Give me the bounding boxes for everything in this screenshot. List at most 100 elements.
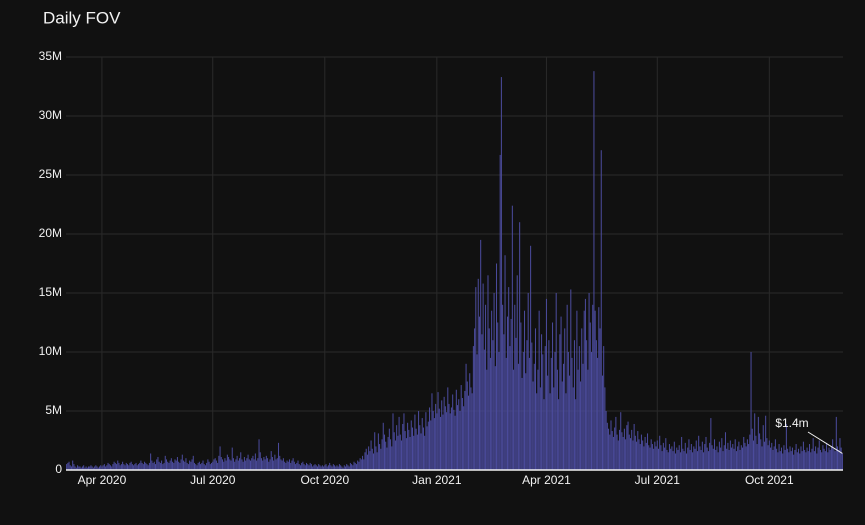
bar — [239, 458, 241, 470]
bar — [770, 447, 772, 470]
bar — [612, 436, 614, 470]
bar — [593, 71, 595, 470]
bar — [819, 449, 821, 470]
bar — [559, 334, 561, 470]
bar — [681, 436, 683, 470]
bar — [92, 467, 94, 470]
bar — [751, 428, 753, 470]
bar — [122, 461, 124, 470]
bar — [818, 440, 820, 470]
bar — [583, 310, 585, 470]
bar — [232, 458, 234, 470]
bar — [690, 444, 692, 470]
bar — [806, 447, 808, 470]
bar — [693, 446, 695, 470]
bar — [106, 465, 108, 470]
bar — [757, 416, 759, 470]
bar — [790, 451, 792, 470]
bar — [577, 369, 579, 470]
bar — [155, 464, 157, 470]
bar — [102, 465, 104, 470]
bar — [373, 453, 375, 470]
bar — [308, 465, 310, 470]
bar — [700, 449, 702, 470]
bar — [144, 461, 146, 470]
bar — [749, 434, 751, 470]
bar — [332, 464, 334, 470]
bar — [88, 466, 90, 470]
bar — [190, 461, 192, 470]
bar — [815, 446, 817, 470]
bar — [709, 442, 711, 470]
bar — [547, 375, 549, 470]
bar — [582, 363, 584, 470]
bar — [390, 439, 392, 470]
bar — [173, 462, 175, 470]
bar — [677, 449, 679, 470]
bar — [114, 462, 116, 470]
bar — [315, 465, 317, 470]
bar — [774, 439, 776, 470]
bar — [375, 446, 377, 470]
bar — [811, 448, 813, 470]
bar — [347, 465, 349, 470]
bar — [183, 460, 185, 470]
bar — [637, 431, 639, 470]
bar — [488, 328, 490, 470]
bar — [822, 445, 824, 470]
bar — [259, 452, 261, 470]
bar — [453, 409, 455, 470]
bar — [592, 304, 594, 470]
bar — [541, 334, 543, 470]
bar — [399, 434, 401, 470]
bar — [357, 460, 359, 470]
y-tick-label: 10M — [39, 344, 62, 358]
bar — [162, 464, 164, 470]
bar — [824, 451, 826, 470]
bar — [739, 449, 741, 470]
bar — [561, 381, 563, 470]
bar — [802, 441, 804, 470]
bar — [750, 352, 752, 470]
bar — [731, 447, 733, 470]
bar — [678, 445, 680, 470]
bar — [550, 357, 552, 470]
bar — [354, 462, 356, 470]
bar — [476, 354, 478, 470]
x-tick-label: Jan 2021 — [412, 473, 462, 487]
bar — [314, 464, 316, 470]
bar — [442, 414, 444, 470]
bar — [464, 390, 466, 470]
bar — [295, 464, 297, 470]
bar — [152, 462, 154, 470]
bar — [838, 449, 840, 470]
bar — [401, 440, 403, 470]
bar — [364, 452, 366, 470]
bar — [562, 363, 565, 470]
y-tick-label: 5M — [45, 403, 62, 417]
bar — [694, 448, 696, 470]
bar — [465, 363, 467, 470]
bar — [752, 440, 754, 470]
bar — [493, 293, 495, 470]
bar — [584, 298, 586, 470]
bar — [735, 451, 737, 470]
bar — [278, 442, 280, 470]
bar — [282, 458, 284, 470]
bar — [458, 399, 460, 470]
bar — [643, 446, 645, 470]
bar — [449, 413, 451, 470]
bar — [617, 440, 619, 470]
bar — [103, 464, 105, 470]
bar — [558, 399, 560, 470]
bar — [249, 460, 252, 470]
bar — [718, 441, 720, 470]
bar — [260, 458, 262, 470]
bar — [281, 460, 283, 470]
bar — [180, 459, 182, 470]
bar — [218, 455, 220, 470]
bar — [123, 464, 125, 470]
bar — [73, 464, 75, 470]
bar — [326, 466, 328, 470]
